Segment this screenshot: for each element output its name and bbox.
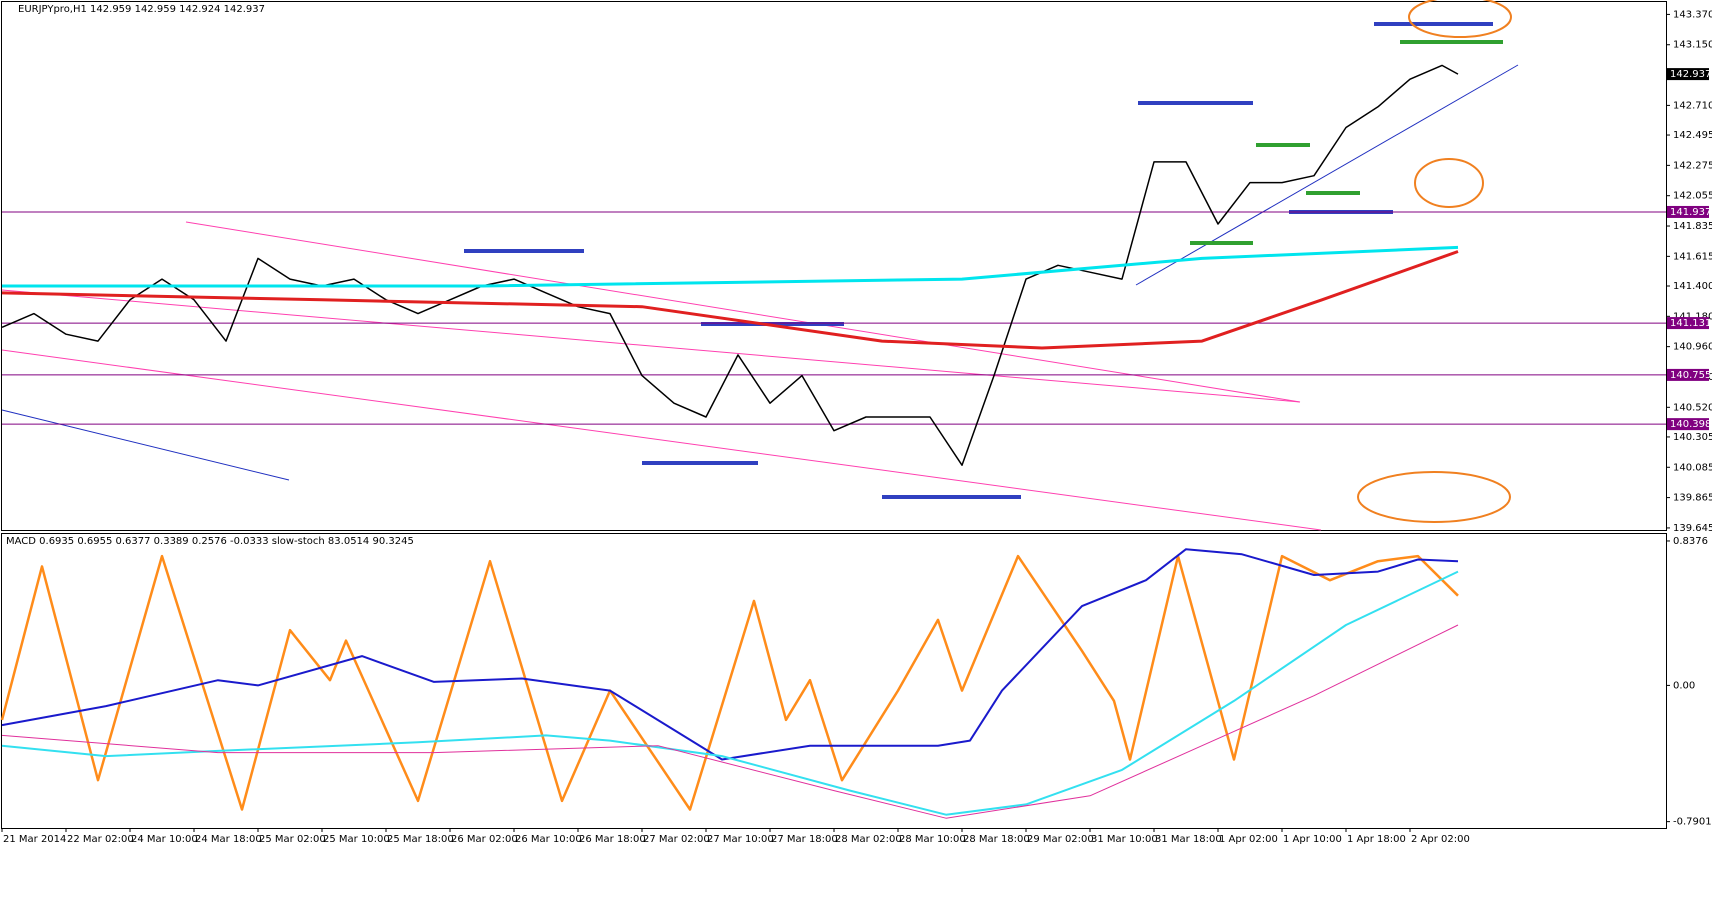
y-tick-label: 140.085 (1673, 462, 1712, 473)
x-tick-label: 28 Mar 10:00 (899, 834, 966, 845)
x-tick-label: 26 Mar 02:00 (451, 834, 518, 845)
x-tick-label: 22 Mar 02:00 (67, 834, 134, 845)
x-tick-label: 29 Mar 02:00 (1027, 834, 1094, 845)
y-tick-label: 142.710 (1673, 100, 1712, 111)
x-tick-label: 27 Mar 18:00 (771, 834, 838, 845)
y-tick-label: 142.495 (1673, 130, 1712, 141)
y-tick-label: 141.835 (1673, 221, 1712, 232)
x-tick-label: 25 Mar 18:00 (387, 834, 454, 845)
x-tick-label: 27 Mar 02:00 (643, 834, 710, 845)
y-tick-label: 141.180 (1673, 311, 1712, 322)
price-level-box (1667, 317, 1709, 330)
y-tick-label: 140.960 (1673, 342, 1712, 353)
y-tick-label: 139.865 (1673, 493, 1712, 504)
x-tick-label: 31 Mar 18:00 (1155, 834, 1222, 845)
trend-line (1135, 64, 1519, 286)
y-tick-label: 141.400 (1673, 281, 1712, 292)
y-tick-label: -0.7901 (1673, 817, 1712, 828)
highlight-ellipse (1357, 471, 1511, 523)
y-tick-label: 140.520 (1673, 402, 1712, 413)
price-level-box (1667, 368, 1709, 381)
x-tick-label: 28 Mar 18:00 (963, 834, 1030, 845)
x-tick-label: 21 Mar 2014 (3, 834, 66, 845)
price-level-box (1667, 418, 1709, 431)
highlight-ellipse (1408, 0, 1512, 38)
trend-line (1, 409, 290, 481)
series-line (1, 548, 1459, 761)
main-frame (1, 1, 1667, 531)
series-line (1, 250, 1459, 350)
x-tick-label: 1 Apr 02:00 (1219, 834, 1278, 845)
y-tick-label: 142.055 (1673, 191, 1712, 202)
y-tick-label: 0.00 (1673, 680, 1695, 691)
channel-line (1, 289, 1301, 403)
x-tick-label: 1 Apr 18:00 (1347, 834, 1406, 845)
x-tick-label: 25 Mar 10:00 (323, 834, 390, 845)
channel-line (1, 349, 1322, 531)
x-tick-label: 2 Apr 02:00 (1411, 834, 1470, 845)
price-level-label: 141.937 (1670, 207, 1711, 218)
x-tick-label: 1 Apr 10:00 (1283, 834, 1342, 845)
channel-line (185, 221, 1301, 403)
x-tick-label: 25 Mar 02:00 (259, 834, 326, 845)
highlight-ellipse (1414, 158, 1484, 208)
y-tick-label: 142.275 (1673, 160, 1712, 171)
price-level-label: 140.755 (1670, 370, 1711, 381)
price-level-box (1667, 205, 1709, 218)
y-tick-label: 143.370 (1673, 9, 1712, 20)
x-tick-label: 24 Mar 18:00 (195, 834, 262, 845)
indicator-title: MACD 0.6935 0.6955 0.6377 0.3389 0.2576 … (6, 536, 414, 547)
series-line (1, 570, 1459, 816)
last-price-label: 142.937 (1670, 69, 1711, 80)
x-tick-label: 27 Mar 10:00 (707, 834, 774, 845)
y-tick-label: 139.645 (1673, 523, 1712, 534)
price-level-label: 140.398 (1670, 419, 1711, 430)
y-tick-label: 143.150 (1673, 40, 1712, 51)
series-line (1, 624, 1459, 819)
price-level-label: 141.131 (1670, 318, 1711, 329)
y-tick-label: 0.8376 (1673, 536, 1708, 547)
x-tick-label: 28 Mar 02:00 (835, 834, 902, 845)
x-tick-label: 26 Mar 10:00 (515, 834, 582, 845)
x-tick-label: 31 Mar 10:00 (1091, 834, 1158, 845)
y-tick-label: 141.615 (1673, 251, 1712, 262)
chart-title: EURJPYpro,H1 142.959 142.959 142.924 142… (18, 4, 265, 15)
series-line (2, 245, 1459, 288)
series-line (0, 554, 1459, 811)
x-tick-label: 26 Mar 18:00 (579, 834, 646, 845)
x-tick-label: 24 Mar 10:00 (131, 834, 198, 845)
last-price-box (1667, 68, 1709, 81)
y-tick-label: 140.305 (1673, 432, 1712, 443)
